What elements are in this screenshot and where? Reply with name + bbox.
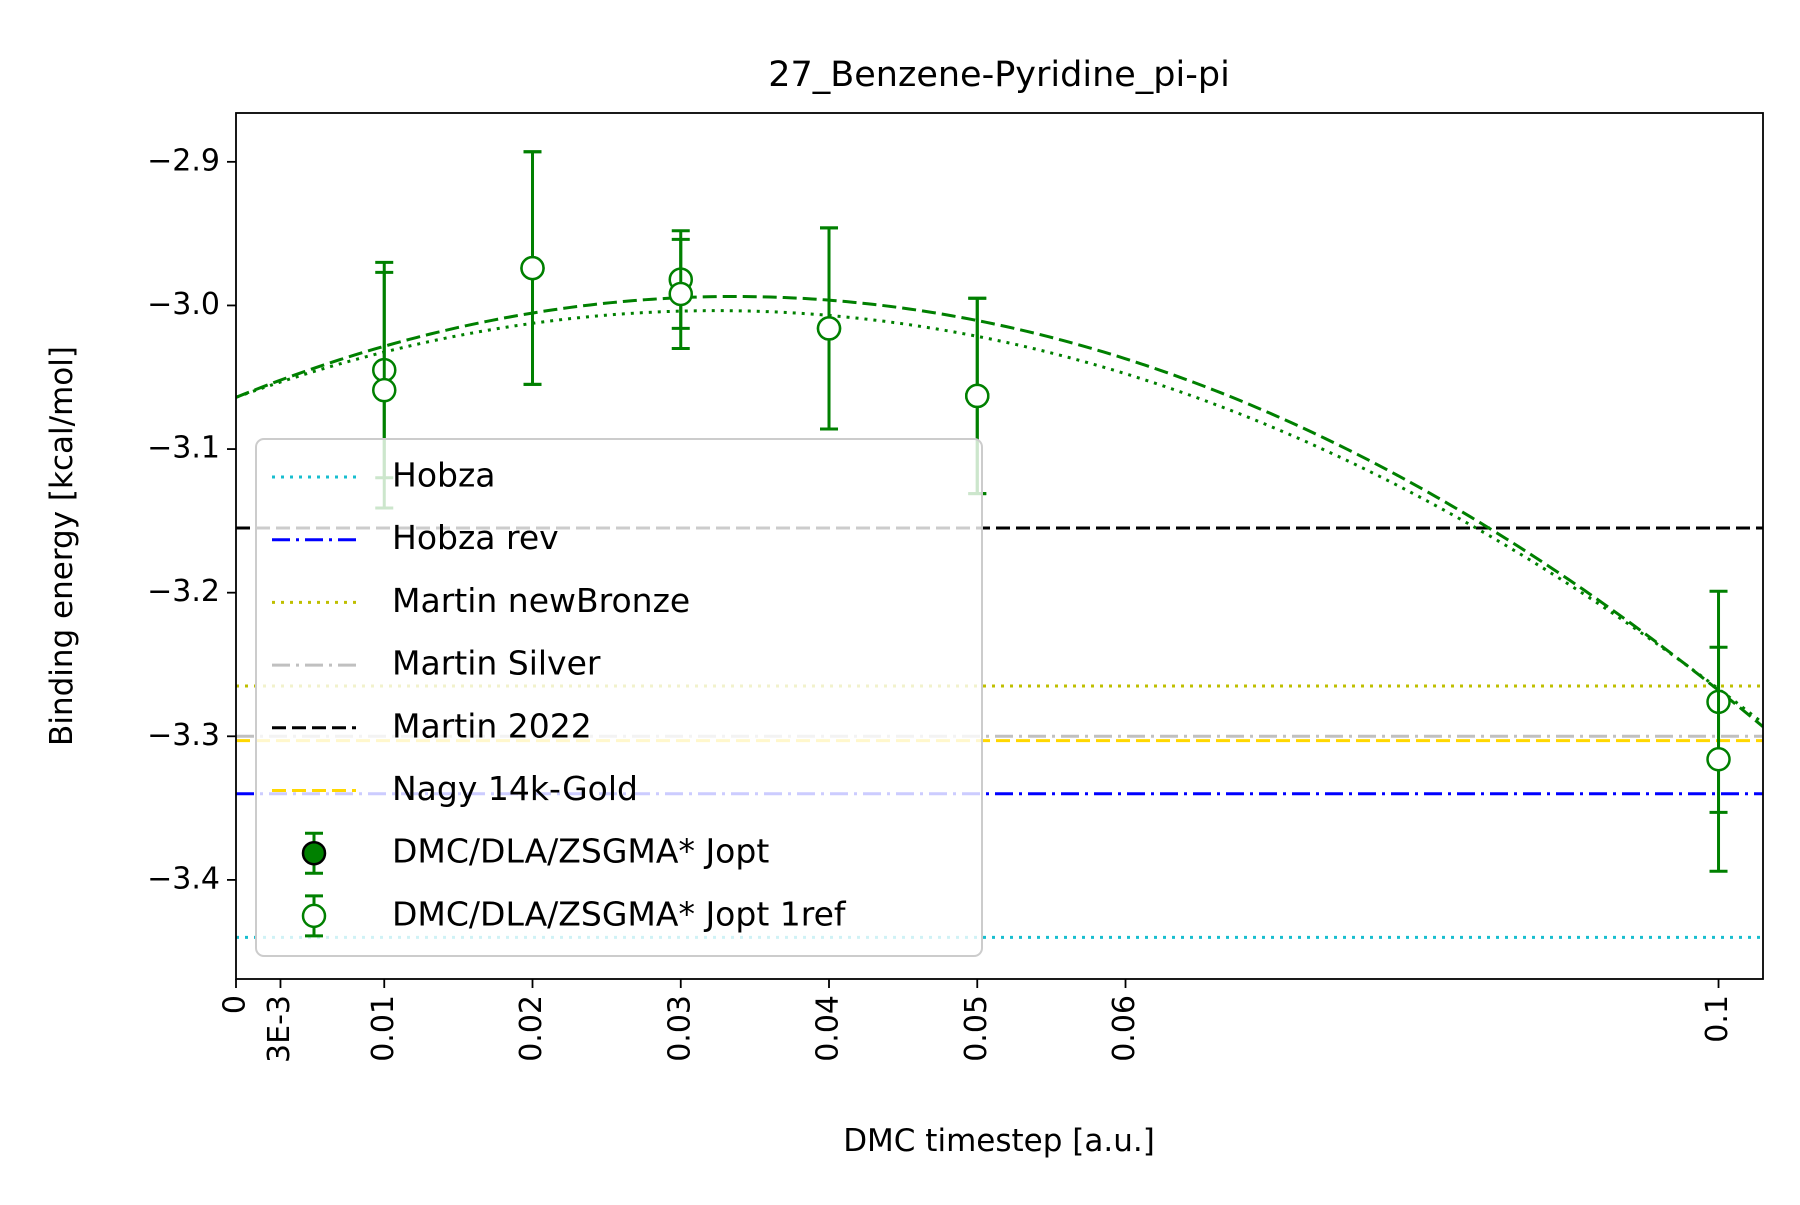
legend-entry-martin-newbronze: Martin newBronze [272,581,690,620]
x-tick-label: 0.03 [662,995,697,1062]
fit-curve-2 [236,309,1763,725]
fit-curve-1 [236,294,1763,728]
x-tick-label: 0.06 [1107,995,1142,1062]
legend-label: DMC/DLA/ZSGMA* Jopt [392,832,769,871]
axes-frame [235,112,1764,980]
legend-label: DMC/DLA/ZSGMA* Jopt 1ref [392,894,847,933]
marker [1706,747,1731,772]
legend-marker [301,903,327,929]
data-point-series-2-4 [816,226,842,431]
y-tick-label: −3.0 [147,287,220,322]
fit-curves [236,294,1763,728]
x-tick-label: 0.05 [959,995,994,1062]
legend-label: Martin newBronze [392,581,690,620]
legend-entry-hobza: Hobza [272,456,496,495]
legend-marker [301,840,327,866]
legend-label: Martin Silver [392,644,601,683]
y-axis: −2.9 −3.0 −3.1 −3.2 −3.3 −3.4 [147,143,236,896]
legend-entry-hobza-rev: Hobza rev [272,518,559,557]
marker [668,281,694,307]
marker [816,316,842,341]
x-tick-label: 0.01 [366,995,401,1062]
legend-box [255,438,983,957]
x-tick-label: 3E-3 [262,995,297,1063]
data-point-series-2-3 [668,237,694,351]
x-tick-label: 0 [218,995,253,1014]
y-tick-label: −2.9 [147,143,220,178]
y-axis-label: Binding energy [kcal/mol] [44,346,80,746]
data-point-series-2-2 [520,150,545,386]
legend-entry-martin-2022: Martin 2022 [272,706,592,745]
marker [520,255,545,281]
chart-title: 27_Benzene-Pyridine_pi-pi [768,55,1230,95]
x-axis-label: DMC timestep [a.u.] [843,1123,1155,1159]
legend-entry-dmc-dla-zsgma-jopt-1ref: DMC/DLA/ZSGMA* Jopt 1ref [301,894,847,938]
legend-label: Hobza [392,456,496,495]
marker [965,383,990,409]
y-tick-label: −3.3 [147,718,220,753]
legend: Hobza Hobza rev Martin newBronze Martin Sil… [255,438,983,957]
legend-label: Hobza rev [392,518,559,557]
legend-entry-martin-silver: Martin Silver [272,644,601,683]
marker [372,377,397,403]
legend-label: Martin 2022 [392,706,592,745]
x-tick-label: 0.02 [514,995,549,1062]
legend-entry-nagy-14k-gold: Nagy 14k-Gold [272,769,638,808]
y-tick-label: −3.4 [147,861,220,896]
y-tick-label: −3.2 [147,574,220,609]
legend-entries: Hobza Hobza rev Martin newBronze Martin Sil… [272,456,847,938]
y-tick-label: −3.1 [147,431,220,466]
x-tick-label: 0.1 [1700,995,1735,1043]
x-axis: 0 3E-3 0.01 0.02 0.03 0.04 0.05 0.06 0.1 [218,979,1735,1063]
legend-label: Nagy 14k-Gold [392,769,638,808]
data-point-series-2-6 [1706,645,1731,873]
legend-entry-dmc-dla-zsgma-jopt: DMC/DLA/ZSGMA* Jopt [301,831,769,875]
x-tick-label: 0.04 [811,995,846,1062]
